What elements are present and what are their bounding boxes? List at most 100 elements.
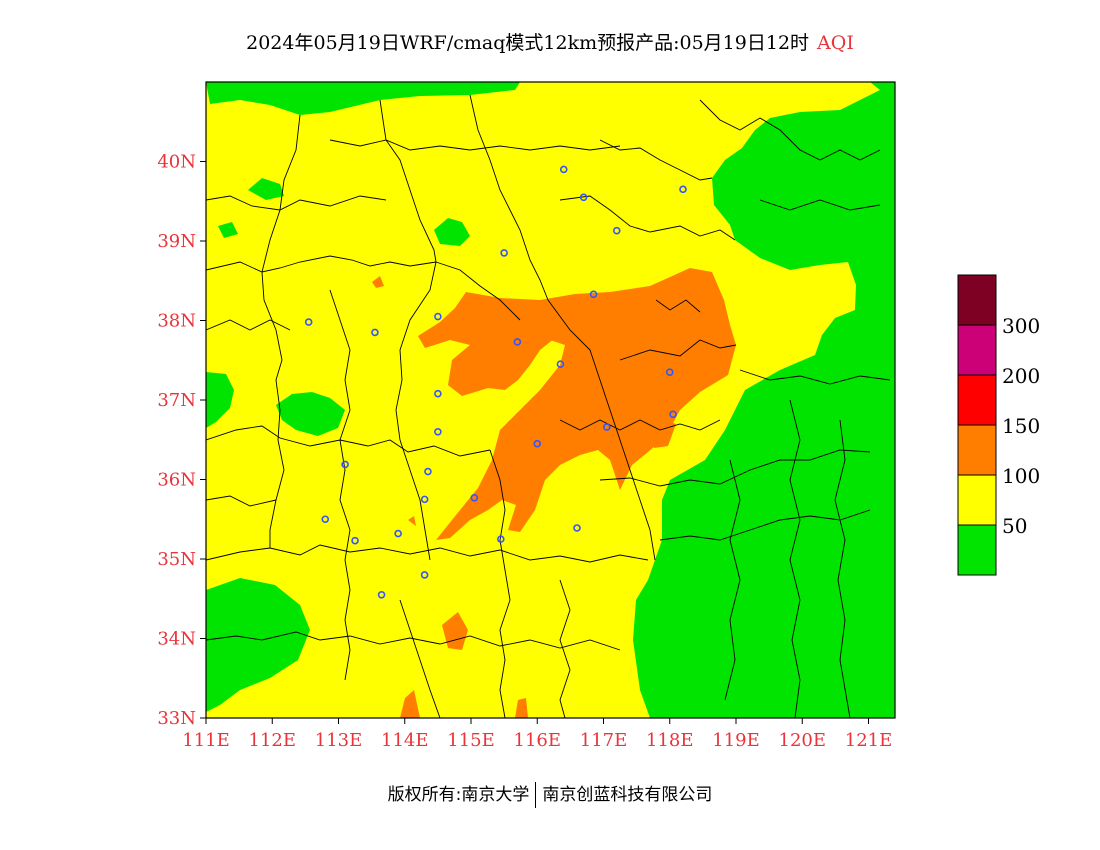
station-marker bbox=[612, 226, 621, 235]
boundary-line bbox=[206, 544, 649, 563]
boundary-line bbox=[261, 114, 301, 548]
aqi-region-sensitive-south2 bbox=[515, 698, 528, 718]
boundary-line bbox=[206, 255, 437, 273]
boundary-line bbox=[399, 599, 441, 718]
map-title-variable: AQI bbox=[817, 32, 854, 54]
x-tick-label: 111E bbox=[182, 730, 230, 751]
y-axis: 33N 34N 35N 36N 37N 38N 39N 40N bbox=[157, 152, 206, 729]
station-marker bbox=[377, 590, 386, 599]
y-tick-label: 37N bbox=[157, 390, 196, 411]
station-marker bbox=[665, 368, 674, 376]
station-marker bbox=[304, 318, 313, 326]
legend-swatch bbox=[957, 374, 997, 426]
station-marker bbox=[420, 495, 429, 504]
aqi-region-sensitive-small1 bbox=[372, 276, 384, 288]
station-marker bbox=[556, 360, 565, 369]
boundary-line bbox=[329, 289, 351, 681]
boundary-line bbox=[489, 449, 511, 718]
copyright-right: 南京创蓝科技有限公司 bbox=[542, 785, 713, 805]
aqi-region-sensitive-hebei-north bbox=[520, 318, 580, 345]
boundary-line bbox=[379, 99, 437, 561]
aqi-region-good-nw bbox=[206, 82, 520, 115]
aqi-region-good-west-mid bbox=[206, 372, 234, 428]
boundary-line bbox=[206, 195, 387, 211]
aqi-region-good-southwest bbox=[206, 578, 310, 712]
boundary-line bbox=[699, 99, 881, 161]
legend-swatch bbox=[957, 424, 997, 476]
station-marker bbox=[513, 338, 522, 346]
station-marker bbox=[500, 249, 508, 257]
aqi-region-good-se-coast bbox=[878, 290, 895, 360]
aqi-region-good-nw2 bbox=[248, 178, 284, 200]
admin-boundaries bbox=[206, 94, 891, 718]
copyright-left: 版权所有:南京大学 bbox=[387, 785, 530, 805]
station-marker bbox=[434, 389, 442, 398]
y-tick-label: 39N bbox=[157, 231, 196, 252]
station-marker bbox=[669, 410, 677, 419]
aqi-region-good-yangquan bbox=[276, 392, 345, 436]
boundary-line bbox=[789, 399, 801, 718]
y-tick-label: 35N bbox=[157, 549, 196, 570]
x-tick-label: 119E bbox=[712, 730, 760, 751]
station-marker bbox=[434, 427, 442, 436]
station-marker bbox=[424, 467, 432, 476]
legend-level-label: 100 bbox=[1002, 464, 1040, 488]
station-marker bbox=[341, 460, 349, 469]
boundary-line bbox=[659, 509, 871, 541]
station-marker bbox=[589, 290, 598, 299]
x-tick-label: 114E bbox=[381, 730, 429, 751]
x-tick-label: 120E bbox=[779, 730, 827, 751]
x-tick-label: 118E bbox=[646, 730, 694, 751]
y-tick-label: 40N bbox=[157, 152, 196, 173]
boundary-line bbox=[329, 139, 621, 151]
map-plot-area bbox=[206, 82, 895, 718]
boundary-line bbox=[469, 94, 549, 301]
aqi-region-sensitive-south1 bbox=[400, 690, 420, 718]
y-tick-label: 34N bbox=[157, 629, 196, 650]
legend-swatch bbox=[957, 274, 997, 326]
boundary-line bbox=[724, 459, 741, 701]
legend-swatch bbox=[957, 524, 997, 576]
aqi-region-good-nw3 bbox=[218, 222, 238, 238]
station-marker bbox=[321, 515, 330, 524]
station-marker bbox=[497, 535, 505, 543]
y-tick-label: 33N bbox=[157, 708, 196, 729]
legend-swatch bbox=[957, 324, 997, 376]
x-tick-label: 116E bbox=[514, 730, 562, 751]
boundary-line bbox=[206, 631, 621, 651]
station-marker bbox=[470, 493, 479, 502]
station-marker bbox=[351, 536, 359, 545]
station-marker bbox=[371, 328, 379, 337]
aqi-region-sensitive-zhoukou bbox=[442, 612, 468, 650]
aqi-region-sensitive-small2 bbox=[408, 516, 416, 526]
legend-level-label: 50 bbox=[1002, 514, 1027, 538]
station-marker bbox=[559, 165, 568, 174]
boundary-line bbox=[206, 495, 277, 507]
legend-level-label: 150 bbox=[1002, 414, 1040, 438]
x-tick-label: 112E bbox=[249, 730, 297, 751]
x-tick-label: 121E bbox=[845, 730, 893, 751]
boundary-line bbox=[599, 449, 871, 487]
x-tick-label: 113E bbox=[315, 730, 363, 751]
station-marker bbox=[579, 193, 588, 202]
boundary-line bbox=[435, 261, 521, 321]
legend-level-label: 200 bbox=[1002, 364, 1040, 388]
station-marker bbox=[603, 423, 611, 431]
aqi-region-good-zhangjiakou bbox=[434, 218, 470, 246]
station-marker bbox=[420, 571, 429, 579]
monitoring-stations bbox=[304, 165, 687, 599]
copyright-separator bbox=[535, 782, 537, 808]
station-marker bbox=[434, 312, 442, 321]
y-tick-label: 36N bbox=[157, 470, 196, 491]
map-title: 2024年05月19日WRF/cmaq模式12km预报产品:05月19日12时 A… bbox=[0, 28, 1100, 55]
boundary-line bbox=[655, 299, 701, 313]
station-marker bbox=[679, 185, 687, 194]
boundary-line bbox=[559, 195, 736, 241]
legend-swatch bbox=[957, 474, 997, 526]
boundary-line bbox=[559, 419, 721, 431]
station-marker bbox=[533, 439, 542, 448]
aqi-legend: 50 100 150 200 300 bbox=[957, 274, 1040, 576]
boundary-line bbox=[834, 419, 851, 718]
boundary-line bbox=[599, 139, 713, 181]
